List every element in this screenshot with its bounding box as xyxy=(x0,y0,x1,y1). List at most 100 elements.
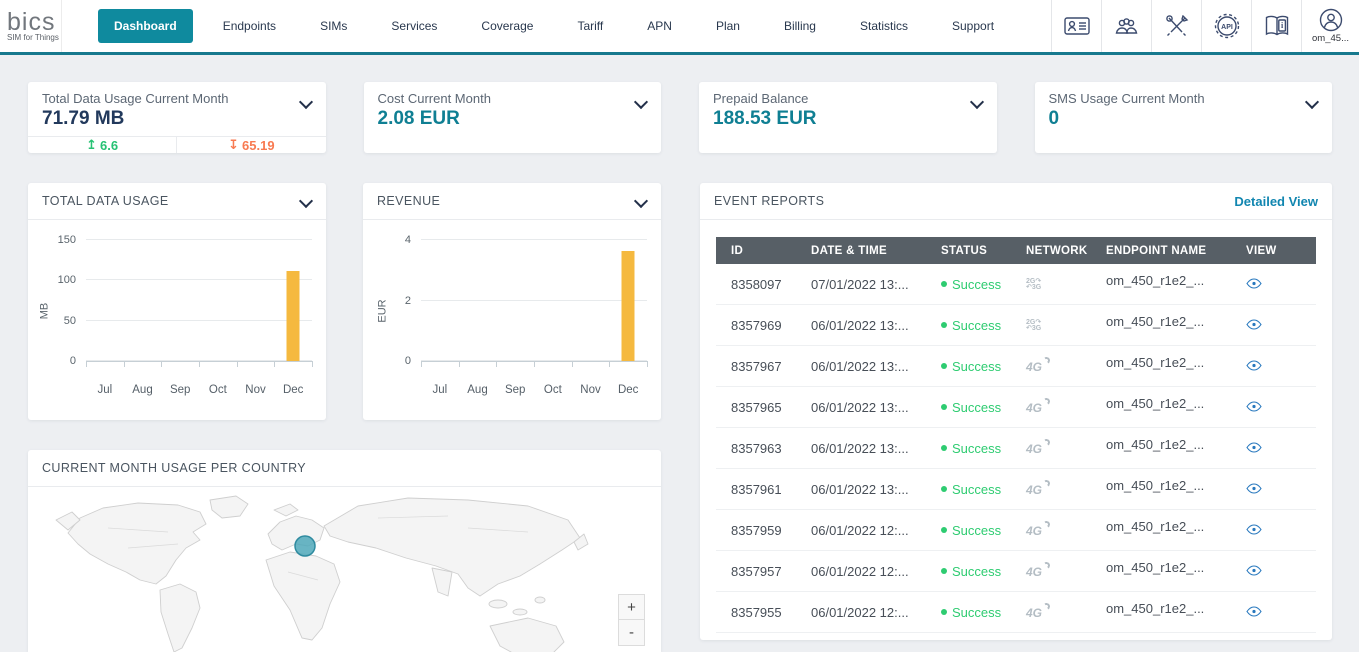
y-tick-label: 150 xyxy=(57,234,76,246)
column-header: ENDPOINT NAME xyxy=(1106,244,1207,257)
x-tick-label: Sep xyxy=(504,384,526,396)
status-dot-icon xyxy=(941,486,947,492)
brand-logo[interactable]: bics SIM for Things xyxy=(0,0,62,52)
view-eye-icon[interactable] xyxy=(1246,400,1262,412)
table-row: 8357967 06/01/2022 13:... Success 4G om_450_… xyxy=(716,346,1316,387)
svg-text:i: i xyxy=(1280,21,1283,30)
status-dot-icon xyxy=(941,609,947,615)
chart-title: TOTAL DATA USAGE xyxy=(42,194,169,208)
x-tick-mark xyxy=(312,361,313,367)
x-tick-mark xyxy=(236,361,238,367)
map-zoom-in-button[interactable]: + xyxy=(618,594,645,620)
status-badge: Success xyxy=(941,359,1026,374)
usage-marker[interactable] xyxy=(294,535,316,557)
x-tick-mark xyxy=(647,361,648,367)
nav-item-sims[interactable]: SIMs xyxy=(320,19,348,33)
status-dot-icon xyxy=(941,568,947,574)
x-tick-label: Oct xyxy=(543,384,562,396)
chevron-down-icon[interactable] xyxy=(1307,96,1318,107)
card-title: Cost Current Month xyxy=(377,91,491,106)
view-eye-icon[interactable] xyxy=(1246,564,1262,576)
status-badge: Success xyxy=(941,318,1026,333)
table-row: 8358097 07/01/2022 13:... Success 2G↷ ↶3G om_… xyxy=(716,264,1316,305)
y-tick-label: 2 xyxy=(404,294,411,307)
x-tick-label: Sep xyxy=(169,384,191,396)
view-eye-icon[interactable] xyxy=(1246,482,1262,494)
endpoint-name: om_450_r1e2_... xyxy=(1106,354,1205,370)
nav-item-statistics[interactable]: Statistics xyxy=(859,19,908,33)
view-eye-icon[interactable] xyxy=(1246,359,1262,371)
status-dot-icon xyxy=(941,527,947,533)
x-tick-label: Dec xyxy=(617,384,639,396)
y-tick-label: 0 xyxy=(69,355,76,367)
card-value: 71.79 MB xyxy=(42,108,125,129)
nav-item-tariff[interactable]: Tariff xyxy=(577,19,604,33)
endpoint-name: om_450_r1e2_... xyxy=(1106,313,1205,329)
chevron-down-icon[interactable] xyxy=(300,195,312,207)
world-map[interactable]: + - xyxy=(28,488,661,652)
table-row: 8357961 06/01/2022 13:... Success 4G om_450_… xyxy=(716,469,1316,510)
view-eye-icon[interactable] xyxy=(1246,318,1262,330)
map-zoom-out-button[interactable]: - xyxy=(618,620,645,646)
nav-item-apn[interactable]: APN xyxy=(647,19,672,33)
detailed-view-link[interactable]: Detailed View xyxy=(1234,193,1318,209)
upload-usage: ↥ 6.6 xyxy=(28,137,178,153)
view-eye-icon[interactable] xyxy=(1246,277,1262,289)
app-header: bics SIM for Things Dashboard Endpoints SI… xyxy=(0,0,1359,55)
view-eye-icon[interactable] xyxy=(1246,523,1262,535)
event-id: 8358097 xyxy=(731,276,782,292)
table-body: 8358097 07/01/2022 13:... Success 2G↷ ↶3G om_… xyxy=(716,264,1316,633)
status-dot-icon xyxy=(941,322,947,328)
nav-item-support[interactable]: Support xyxy=(952,19,995,33)
total-data-usage-chart: TOTAL DATA USAGE MB 0 50 100 150 Jul Aug Sep O… xyxy=(28,183,326,420)
chevron-down-icon[interactable] xyxy=(972,96,983,107)
table-row: 8357959 06/01/2022 12:... Success 4G om_450_… xyxy=(716,510,1316,551)
event-id: 8357961 xyxy=(731,481,782,497)
event-reports-card: EVENT REPORTS Detailed View ID DATE & TIM… xyxy=(700,183,1332,640)
nav-item-endpoints[interactable]: Endpoints xyxy=(222,19,277,33)
status-dot-icon xyxy=(941,404,947,410)
chart-plot-area: 0 2 4 xyxy=(405,234,648,367)
endpoint-name: om_450_r1e2_... xyxy=(1106,600,1205,616)
network-2g3g-icon: 2G↷ ↶3G xyxy=(1026,277,1042,291)
y-tick-label: 50 xyxy=(63,314,76,327)
column-header: NETWORK xyxy=(1026,244,1088,257)
x-tick-label: Nov xyxy=(245,384,266,396)
nav-item-billing[interactable]: Billing xyxy=(783,19,816,33)
nav-item-plan[interactable]: Plan xyxy=(715,19,740,33)
api-settings-icon[interactable]: API xyxy=(1201,0,1251,52)
nav-item-services[interactable]: Services xyxy=(391,19,438,33)
card-sms-usage: SMS Usage Current Month 0 xyxy=(1034,82,1332,153)
endpoint-name: om_450_r1e2_... xyxy=(1106,518,1205,534)
x-axis-labels: Jul Aug Sep Oct Nov Dec xyxy=(421,384,647,396)
event-id: 8357965 xyxy=(731,399,782,415)
users-icon[interactable] xyxy=(1101,0,1151,52)
map-zoom-controls: + - xyxy=(618,594,645,646)
nav-item-coverage[interactable]: Coverage xyxy=(481,19,534,33)
contact-card-icon[interactable] xyxy=(1051,0,1101,52)
tools-icon[interactable] xyxy=(1151,0,1201,52)
card-value: 2.08 EUR xyxy=(377,108,460,129)
account-icon[interactable]: om_45... xyxy=(1301,0,1359,52)
chevron-down-icon[interactable] xyxy=(635,195,647,207)
x-tick-mark xyxy=(274,361,276,367)
chevron-down-icon[interactable] xyxy=(301,96,312,107)
status-badge: Success xyxy=(941,523,1026,538)
view-eye-icon[interactable] xyxy=(1246,441,1262,453)
chevron-down-icon[interactable] xyxy=(636,96,647,107)
event-datetime: 06/01/2022 12:... xyxy=(811,604,909,620)
documentation-icon[interactable]: i xyxy=(1251,0,1301,52)
nav-item-dashboard[interactable]: Dashboard xyxy=(98,9,193,43)
revenue-chart: REVENUE EUR 0 2 4 Jul Aug Sep Oct Nov Dec xyxy=(363,183,661,420)
event-id: 8357963 xyxy=(731,440,782,456)
card-title: SMS Usage Current Month xyxy=(1048,91,1205,106)
x-tick-label: Jul xyxy=(97,384,113,396)
x-tick-mark xyxy=(421,361,422,367)
x-tick-label: Nov xyxy=(580,384,601,396)
download-icon: ↧ xyxy=(228,137,240,152)
network-4g-icon: 4G xyxy=(1026,601,1106,620)
bar-dec xyxy=(621,250,635,361)
x-tick-mark xyxy=(609,361,611,367)
gridline xyxy=(86,279,312,281)
view-eye-icon[interactable] xyxy=(1246,605,1262,617)
